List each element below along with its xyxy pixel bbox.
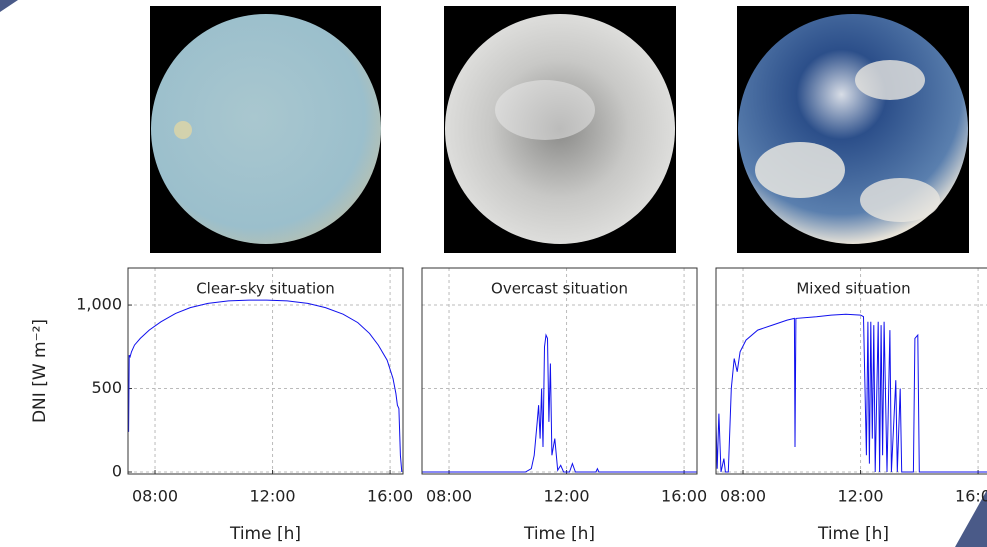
chart-title: Overcast situation — [491, 280, 628, 298]
charts: 08:00 12:00 16:00 0 500 1,000 Clear-sky situat… — [30, 267, 987, 544]
chart-title: Mixed situation — [796, 280, 910, 298]
x-tick-label: 12:00 — [837, 487, 883, 506]
x-tick-label: 16:00 — [955, 487, 987, 506]
x-tick-label: 12:00 — [249, 487, 295, 506]
data-line — [422, 333, 697, 473]
x-tick-label: 08:00 — [132, 487, 178, 506]
y-tick-label: 500 — [91, 378, 122, 397]
y-axis-label: DNI [W m⁻²] — [30, 319, 50, 423]
x-tick-label: 16:00 — [661, 487, 707, 506]
corner-decoration — [0, 0, 18, 12]
x-tick-label: 08:00 — [720, 487, 766, 506]
chart-title: Clear-sky situation — [196, 280, 335, 298]
y-tick-label: 0 — [112, 461, 122, 480]
sky-image — [737, 6, 969, 253]
x-axis-label: Time [h] — [523, 524, 595, 544]
x-axis-label: Time [h] — [229, 524, 301, 544]
plot-frame — [421, 267, 698, 475]
x-axis-label: Time [h] — [817, 524, 889, 544]
plot-frame — [127, 267, 404, 475]
sky-image — [150, 6, 381, 253]
x-tick-label: 16:00 — [367, 487, 413, 506]
y-tick-label: 1,000 — [76, 295, 122, 314]
corner-decoration — [955, 490, 987, 547]
data-line — [128, 299, 403, 473]
plot-frame — [715, 267, 987, 475]
x-tick-label: 12:00 — [543, 487, 589, 506]
x-tick-label: 08:00 — [426, 487, 472, 506]
data-line — [715, 313, 987, 473]
sky-image — [444, 6, 676, 253]
